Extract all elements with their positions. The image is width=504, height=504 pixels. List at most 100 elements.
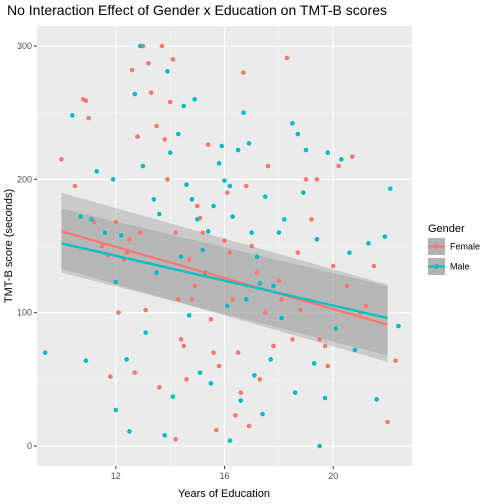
data-point-female (208, 317, 214, 322)
data-point-male (156, 211, 162, 217)
data-point-male (78, 214, 83, 219)
data-point-female (195, 203, 200, 209)
data-point-male (195, 217, 200, 222)
data-point-female (83, 98, 89, 103)
data-point-male (137, 43, 143, 49)
data-point-male (219, 143, 225, 149)
data-point-female (181, 343, 187, 349)
data-point-female (146, 61, 151, 66)
data-point-female (227, 250, 233, 255)
x-axis-title: Years of Education (178, 488, 270, 500)
data-point-female (290, 337, 295, 342)
data-point-female (257, 377, 263, 382)
y-tick-label: 0 (27, 441, 32, 451)
data-point-male (165, 69, 170, 74)
data-point-male (333, 326, 339, 331)
data-point-male (243, 297, 249, 302)
data-point-male (352, 347, 358, 353)
data-point-male (70, 113, 75, 118)
data-point-female (298, 307, 303, 313)
data-point-male (254, 254, 260, 259)
data-point-male (186, 313, 192, 318)
data-point-male (303, 147, 309, 153)
data-point-male (301, 190, 306, 195)
confidence-ribbon-male (61, 208, 388, 356)
data-point-male (325, 150, 331, 155)
fit-line-male (61, 242, 388, 320)
data-point-female (108, 374, 113, 379)
data-point-male (290, 121, 295, 126)
data-point-male (89, 217, 94, 222)
data-point-male (246, 141, 252, 146)
data-point-male (366, 241, 371, 246)
data-point-female (322, 343, 328, 349)
data-point-male (295, 131, 301, 137)
data-point-female (303, 177, 309, 182)
data-point-female (230, 297, 235, 302)
data-point-female (325, 363, 331, 369)
data-point-female (176, 297, 181, 302)
data-point-male (262, 194, 268, 199)
data-point-female (154, 123, 159, 129)
data-point-female (254, 270, 260, 275)
data-point-male (118, 233, 124, 238)
data-point-female (137, 230, 143, 235)
data-point-male (257, 281, 263, 286)
data-point-male (322, 395, 328, 401)
data-point-male (205, 229, 211, 234)
data-point-female (284, 55, 290, 61)
data-point-female (124, 250, 129, 255)
data-point-male (140, 163, 146, 169)
data-point-female (214, 427, 219, 433)
data-point-male (110, 177, 116, 182)
data-point-male (279, 315, 284, 321)
data-point-female (211, 350, 216, 355)
data-point-female (192, 283, 197, 289)
data-point-female (330, 263, 336, 269)
data-point-male (227, 438, 233, 443)
data-point-female (184, 377, 189, 382)
y-tick-label: 200 (17, 174, 32, 184)
data-point-female (317, 337, 322, 342)
data-point-female (135, 134, 140, 139)
data-point-male (252, 373, 257, 378)
data-point-male (192, 97, 197, 102)
data-point-female (371, 263, 377, 269)
data-point-male (311, 361, 317, 366)
data-point-female (162, 137, 168, 142)
data-point-female (246, 423, 252, 429)
data-point-male (339, 157, 344, 162)
data-point-male (189, 197, 195, 202)
data-point-male (222, 178, 227, 183)
data-point-female (314, 177, 320, 182)
data-point-male (317, 443, 322, 449)
data-point-male (127, 429, 132, 434)
data-point-female (127, 237, 132, 242)
data-point-male (83, 358, 89, 363)
chart-title: No Interaction Effect of Gender x Educat… (7, 2, 387, 18)
data-point-male (113, 279, 119, 285)
data-point-female (173, 437, 178, 442)
data-point-female (129, 67, 135, 73)
data-point-male (276, 230, 282, 235)
data-point-female (271, 343, 276, 349)
data-point-female (243, 183, 249, 189)
data-point-female (385, 419, 390, 425)
data-point-female (116, 310, 121, 315)
data-point-female (167, 99, 173, 105)
fit-lines (61, 230, 388, 326)
data-point-male (211, 203, 216, 209)
data-point-male (387, 186, 393, 191)
data-point-female (159, 43, 165, 49)
data-point-female (233, 413, 238, 418)
data-point-female (132, 370, 138, 375)
x-tick-label: 20 (328, 471, 338, 481)
data-point-male (249, 230, 254, 235)
data-point-male (382, 234, 388, 239)
data-point-female (224, 190, 230, 195)
x-tick-label: 12 (111, 471, 121, 481)
data-point-male (347, 250, 352, 255)
data-point-female (336, 163, 341, 169)
data-point-male (314, 237, 320, 242)
data-points (42, 43, 401, 449)
